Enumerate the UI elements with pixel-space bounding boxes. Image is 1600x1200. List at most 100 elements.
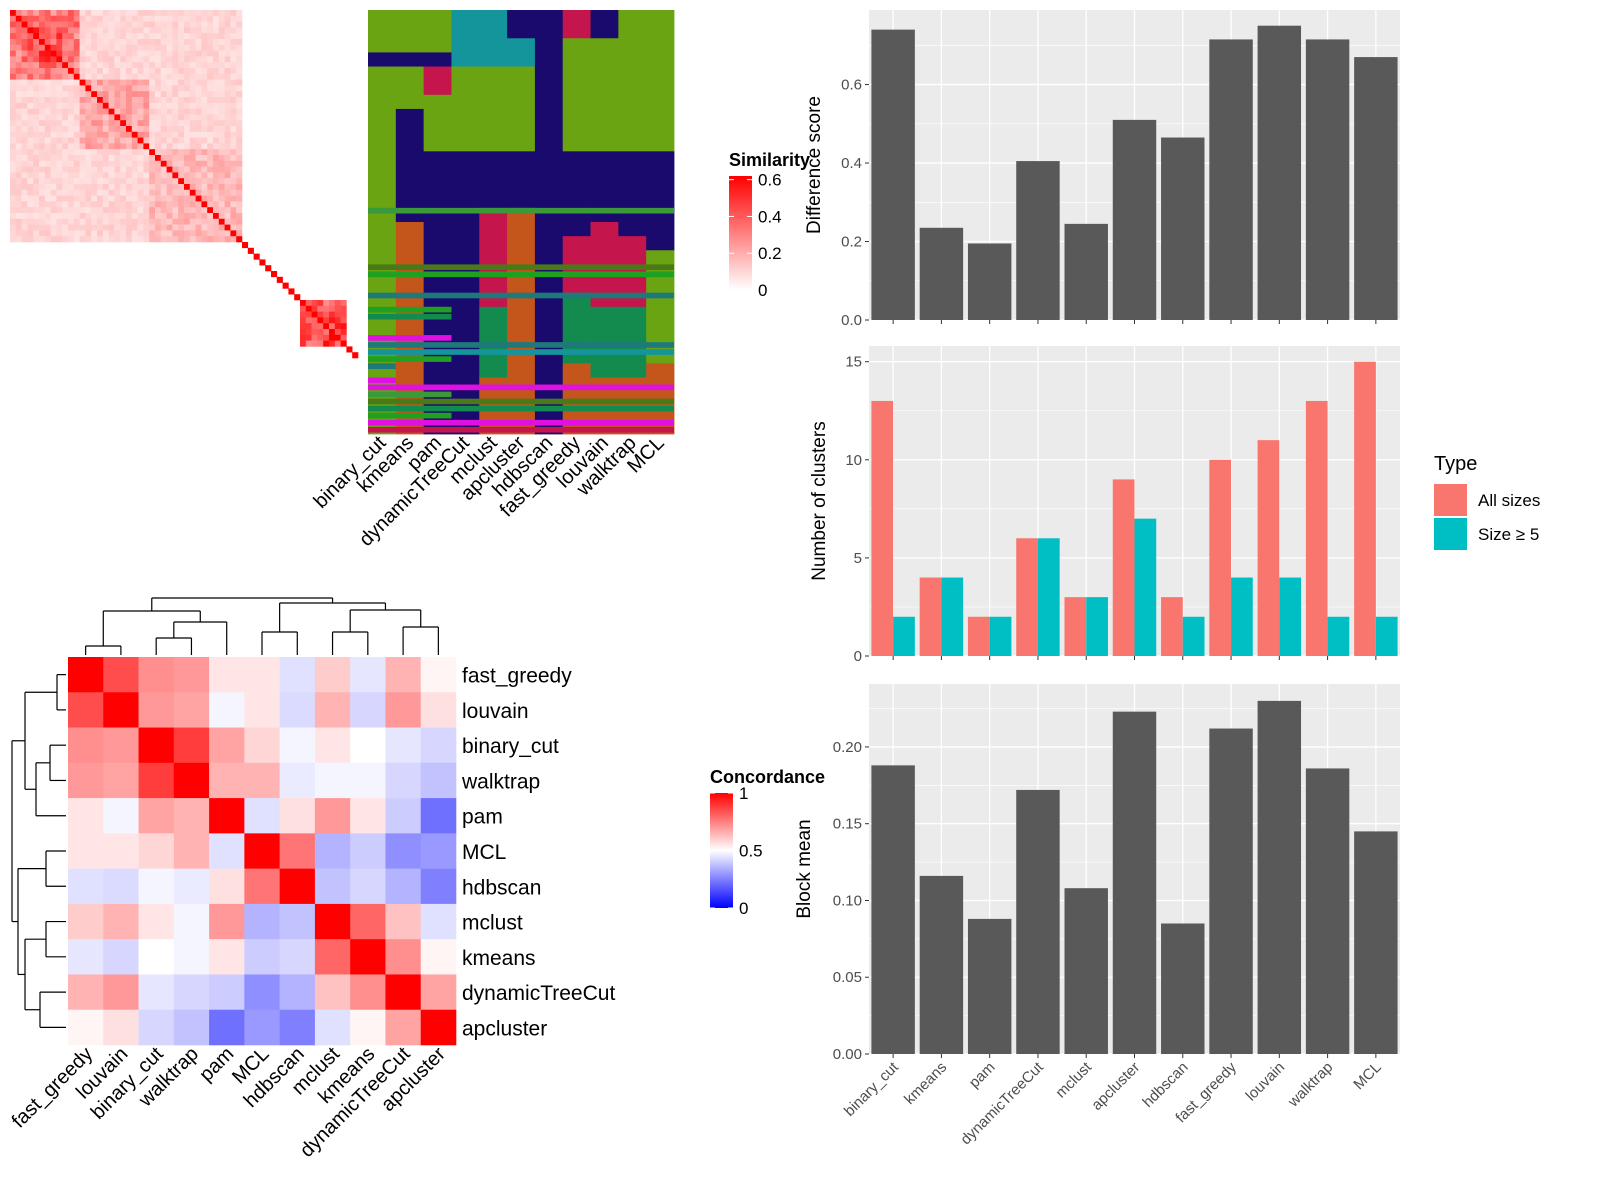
similarity-cell (62, 155, 69, 162)
similarity-cell (108, 50, 115, 57)
concordance-row-label: pam (462, 806, 503, 829)
similarity-cell (218, 97, 225, 104)
similarity-cell (15, 155, 22, 162)
similarity-cell (79, 21, 86, 28)
similarity-cell (39, 91, 46, 98)
similarity-cell (213, 50, 220, 57)
similarity-cell (323, 329, 330, 336)
similarity-cell (33, 160, 40, 167)
concordance-cell (420, 868, 457, 905)
similarity-cell (184, 85, 191, 92)
similarity-cell (73, 207, 80, 214)
concordance-row-label: dynamicTreeCut (462, 982, 615, 1005)
similarity-cell (137, 91, 144, 98)
similarity-cell (189, 56, 196, 63)
similarity-cell (21, 73, 28, 80)
bar (1134, 518, 1157, 656)
concordance-legend-title: Concordance (710, 767, 825, 787)
similarity-cell (131, 85, 138, 92)
similarity-cell (50, 79, 57, 86)
similarity-cell (207, 178, 214, 185)
similarity-cell (114, 120, 121, 127)
concordance-cell (420, 974, 457, 1011)
similarity-cell (102, 213, 109, 220)
similarity-cell (33, 114, 40, 121)
similarity-cell (10, 15, 17, 22)
similarity-cell (102, 50, 109, 57)
similarity-cell (114, 50, 121, 57)
similarity-cell (56, 50, 63, 57)
similarity-cell (155, 85, 162, 92)
similarity-cell (195, 189, 202, 196)
similarity-cell (56, 97, 63, 104)
similarity-cell (207, 195, 214, 202)
similarity-cell (224, 143, 231, 150)
similarity-cell (207, 108, 214, 115)
similarity-cell (189, 79, 196, 86)
similarity-cell (224, 201, 231, 208)
similarity-cell (253, 253, 260, 260)
similarity-cell (131, 108, 138, 115)
similarity-cell (21, 79, 28, 86)
similarity-cell (120, 160, 127, 167)
similarity-cell (56, 27, 63, 34)
similarity-cell (126, 126, 133, 133)
similarity-cell (207, 27, 214, 34)
similarity-cell (114, 178, 121, 185)
similarity-cell (224, 108, 231, 115)
similarity-cell (91, 126, 98, 133)
similarity-cell (131, 27, 138, 34)
y-axis-title: Number of clusters (809, 421, 830, 580)
similarity-cell (178, 230, 185, 237)
x-tick-label: louvain (1243, 1059, 1289, 1105)
similarity-cell (137, 108, 144, 115)
similarity-cell (33, 201, 40, 208)
similarity-cell (85, 33, 92, 40)
similarity-cell (207, 155, 214, 162)
similarity-cell (224, 102, 231, 109)
similarity-cell (91, 184, 98, 191)
similarity-cell (27, 189, 34, 196)
concordance-cell (173, 727, 210, 764)
similarity-cell (236, 56, 243, 63)
similarity-cell (224, 160, 231, 167)
similarity-cell (172, 120, 179, 127)
similarity-cell (137, 44, 144, 51)
similarity-cell (50, 56, 57, 63)
similarity-cell (79, 184, 86, 191)
similarity-cell (56, 39, 63, 46)
similarity-cell (224, 189, 231, 196)
similarity-cell (91, 79, 98, 86)
similarity-cell (102, 172, 109, 179)
similarity-cell (73, 195, 80, 202)
similarity-cell (160, 44, 167, 51)
similarity-cell (172, 102, 179, 109)
similarity-cell (340, 305, 347, 312)
similarity-cell (21, 201, 28, 208)
similarity-cell (39, 62, 46, 69)
similarity-cell (230, 21, 237, 28)
similarity-cell (178, 39, 185, 46)
similarity-cell (224, 131, 231, 138)
similarity-cell (114, 143, 121, 150)
similarity-cell (68, 62, 75, 69)
similarity-cell (247, 247, 254, 254)
similarity-cell (334, 323, 341, 330)
similarity-cell (79, 207, 86, 214)
similarity-cell (172, 178, 179, 185)
similarity-cell (213, 166, 220, 173)
similarity-cell (155, 91, 162, 98)
similarity-cell (311, 329, 318, 336)
similarity-cell (178, 172, 185, 179)
similarity-cell (201, 137, 208, 144)
similarity-cell (218, 39, 225, 46)
concordance-legend-label: 0 (739, 899, 748, 918)
similarity-cell (178, 114, 185, 121)
similarity-cell (108, 91, 115, 98)
similarity-cell (126, 207, 133, 214)
similarity-cell (73, 178, 80, 185)
similarity-cell (73, 33, 80, 40)
concordance-cell (138, 903, 175, 940)
similarity-cell (56, 224, 63, 231)
similarity-cell (21, 44, 28, 51)
